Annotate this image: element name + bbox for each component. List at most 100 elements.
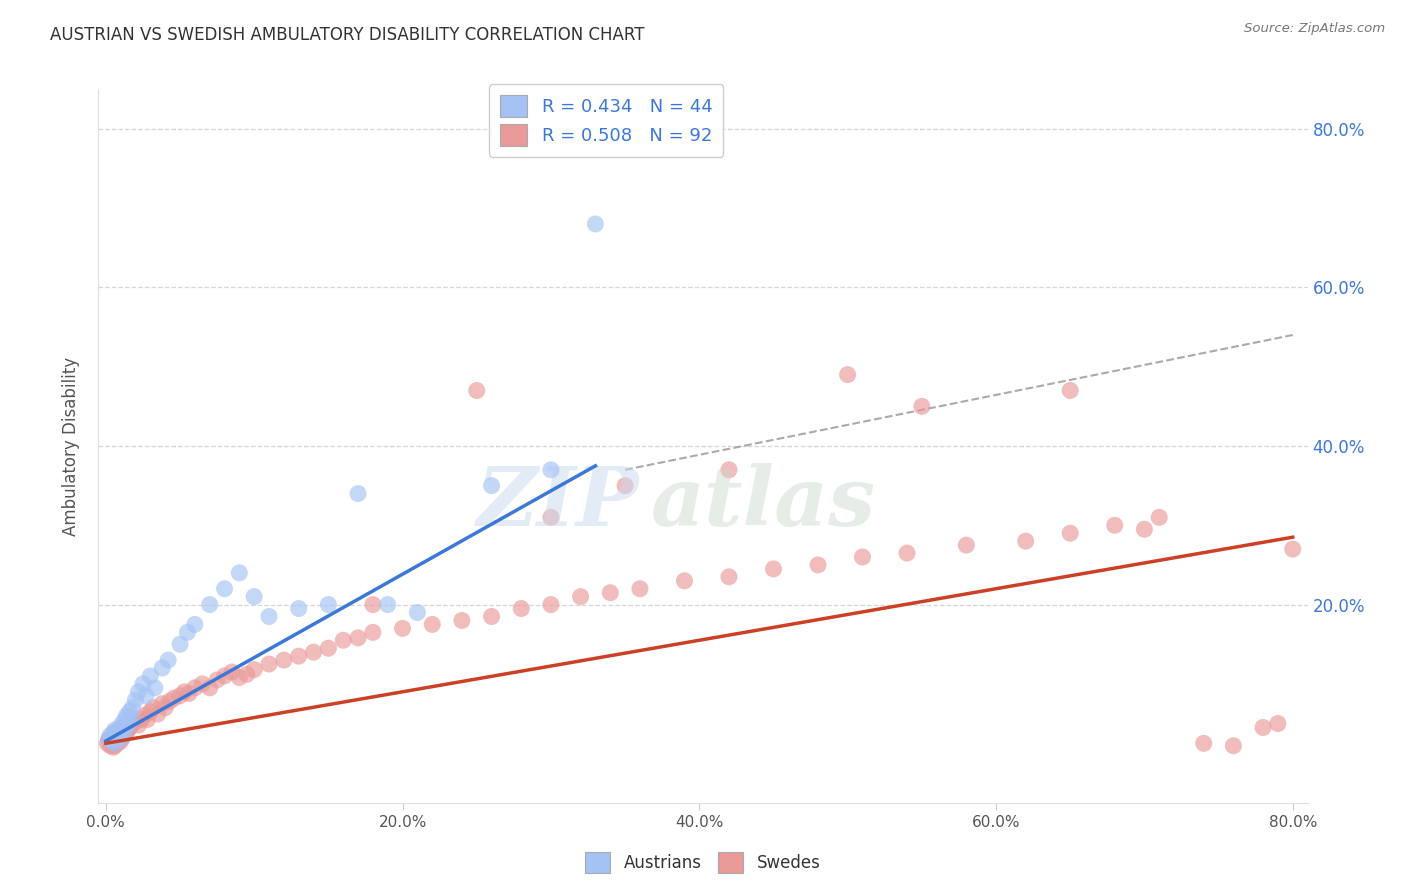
Point <box>243 663 266 677</box>
Point <box>112 728 135 742</box>
Point <box>150 697 173 711</box>
Point <box>717 570 740 584</box>
Point <box>139 669 162 683</box>
Point <box>302 645 325 659</box>
Point <box>540 598 562 612</box>
Point <box>142 700 165 714</box>
Point <box>105 724 128 739</box>
Point <box>228 566 250 580</box>
Point <box>110 726 132 740</box>
Point <box>510 601 533 615</box>
Point <box>159 694 181 708</box>
Point <box>257 657 280 671</box>
Point <box>120 718 142 732</box>
Point <box>205 673 228 687</box>
Point <box>110 721 132 735</box>
Point <box>1222 739 1244 753</box>
Point <box>96 736 118 750</box>
Point <box>169 689 191 703</box>
Point <box>108 732 131 747</box>
Point <box>540 510 562 524</box>
Point <box>118 721 141 735</box>
Point <box>124 714 146 729</box>
Point <box>481 609 503 624</box>
Point <box>153 700 176 714</box>
Point <box>134 708 156 723</box>
Point <box>911 400 934 414</box>
Point <box>98 728 121 742</box>
Point <box>599 585 621 599</box>
Point <box>132 677 155 691</box>
Point <box>110 726 132 740</box>
Point <box>184 681 207 695</box>
Point <box>221 665 243 679</box>
Point <box>143 681 166 695</box>
Point <box>481 478 503 492</box>
Point <box>108 723 131 737</box>
Point <box>157 653 180 667</box>
Point <box>103 731 125 745</box>
Point <box>347 486 370 500</box>
Point <box>465 384 488 398</box>
Point <box>136 713 159 727</box>
Point <box>762 562 785 576</box>
Point <box>139 705 162 719</box>
Point <box>214 582 236 596</box>
Point <box>318 641 340 656</box>
Point <box>896 546 918 560</box>
Point <box>104 726 127 740</box>
Point <box>1192 736 1215 750</box>
Point <box>583 217 606 231</box>
Point <box>104 739 127 753</box>
Point <box>107 728 129 742</box>
Point <box>131 713 153 727</box>
Point <box>1251 721 1274 735</box>
Point <box>103 740 125 755</box>
Point <box>127 718 149 732</box>
Point <box>332 633 354 648</box>
Point <box>1147 510 1170 524</box>
Point <box>176 625 198 640</box>
Point <box>111 716 134 731</box>
Point <box>169 637 191 651</box>
Point <box>191 677 214 691</box>
Point <box>98 734 121 748</box>
Point <box>112 728 135 742</box>
Point <box>100 736 122 750</box>
Point <box>118 705 141 719</box>
Point <box>107 724 129 739</box>
Text: atlas: atlas <box>651 463 876 543</box>
Point <box>120 710 142 724</box>
Point <box>955 538 977 552</box>
Legend: R = 0.434   N = 44, R = 0.508   N = 92: R = 0.434 N = 44, R = 0.508 N = 92 <box>489 84 723 157</box>
Point <box>361 598 384 612</box>
Point <box>108 732 131 747</box>
Point <box>98 739 121 753</box>
Point <box>103 726 125 740</box>
Point <box>1104 518 1126 533</box>
Point <box>1267 716 1289 731</box>
Point <box>287 649 309 664</box>
Point <box>257 609 280 624</box>
Point <box>146 706 169 721</box>
Point <box>117 723 139 737</box>
Point <box>1015 534 1038 549</box>
Point <box>104 723 127 737</box>
Point <box>150 661 173 675</box>
Point <box>107 736 129 750</box>
Point <box>1281 542 1303 557</box>
Point <box>540 463 562 477</box>
Point <box>614 478 637 492</box>
Text: AUSTRIAN VS SWEDISH AMBULATORY DISABILITY CORRELATION CHART: AUSTRIAN VS SWEDISH AMBULATORY DISABILIT… <box>51 26 644 44</box>
Point <box>117 718 139 732</box>
Text: Source: ZipAtlas.com: Source: ZipAtlas.com <box>1244 22 1385 36</box>
Point <box>1059 384 1081 398</box>
Point <box>173 685 195 699</box>
Point <box>807 558 830 572</box>
Point <box>420 617 443 632</box>
Point <box>97 732 120 747</box>
Point <box>100 731 122 745</box>
Point <box>97 732 120 747</box>
Point <box>361 625 384 640</box>
Point <box>100 734 122 748</box>
